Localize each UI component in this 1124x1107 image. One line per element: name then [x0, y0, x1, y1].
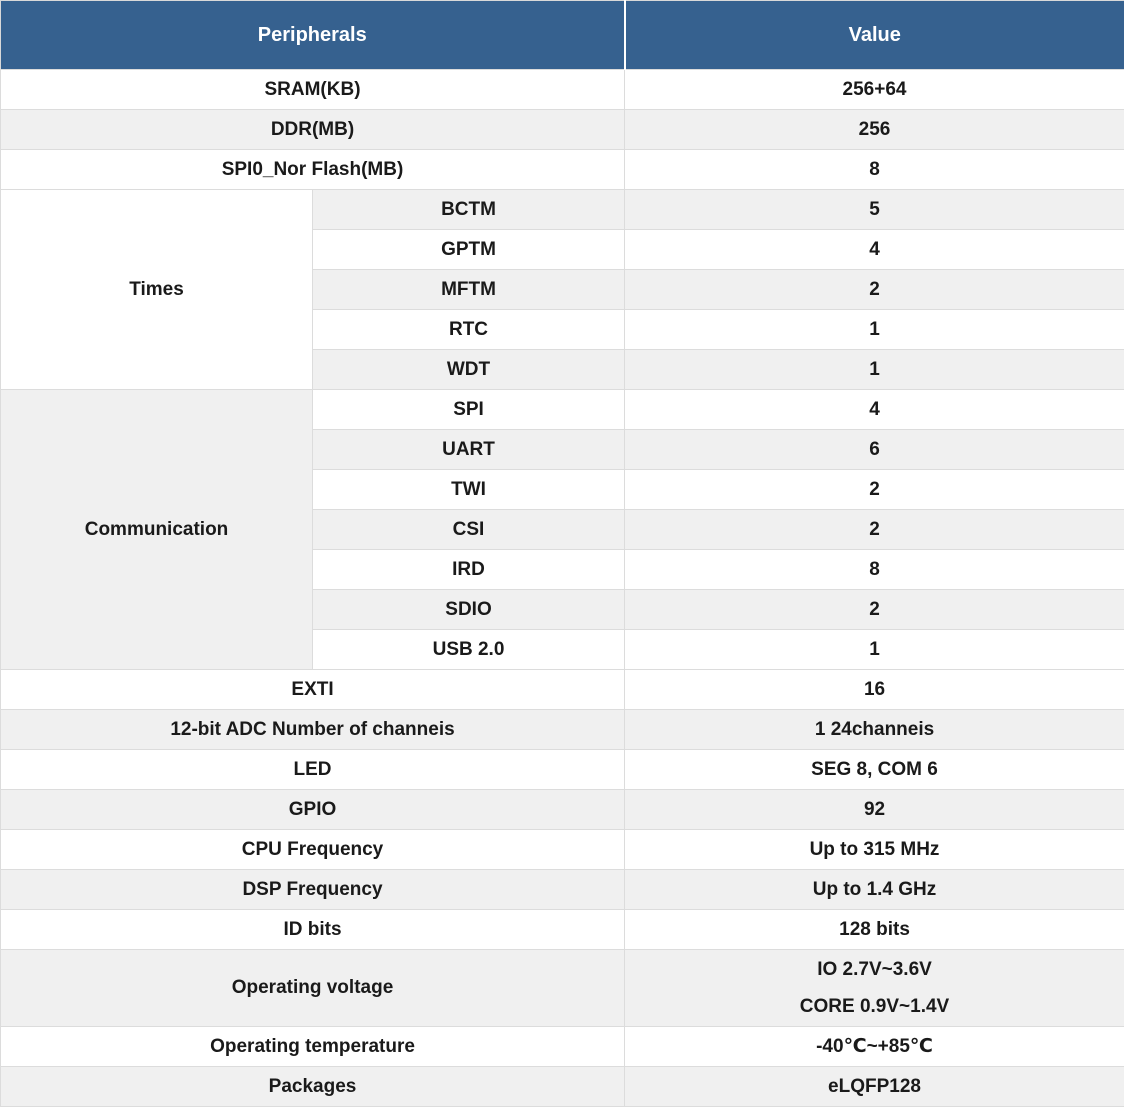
spec-label: SRAM(KB) — [1, 70, 625, 110]
header-cell-value: Value — [625, 1, 1124, 70]
spec-value: 8 — [625, 150, 1124, 190]
spec-label: LED — [1, 750, 625, 790]
spec-label: RTC — [313, 310, 625, 350]
spec-value: 6 — [625, 430, 1124, 470]
table-row: DDR(MB) 256 — [1, 110, 1124, 150]
spec-label: EXTI — [1, 670, 625, 710]
spec-label: WDT — [313, 350, 625, 390]
spec-label: USB 2.0 — [313, 630, 625, 670]
voltage-line-core: CORE 0.9V~1.4V — [631, 988, 1118, 1025]
spec-value: 1 24channeis — [625, 710, 1124, 750]
spec-label: DSP Frequency — [1, 870, 625, 910]
spec-value: eLQFP128 — [625, 1067, 1124, 1107]
spec-value: 4 — [625, 390, 1124, 430]
spec-value: SEG 8, COM 6 — [625, 750, 1124, 790]
table-row: ID bits 128 bits — [1, 910, 1124, 950]
spec-value: 4 — [625, 230, 1124, 270]
spec-value: Up to 315 MHz — [625, 830, 1124, 870]
spec-label: CPU Frequency — [1, 830, 625, 870]
spec-label: TWI — [313, 470, 625, 510]
spec-label: IRD — [313, 550, 625, 590]
spec-value: 256 — [625, 110, 1124, 150]
spec-value: 1 — [625, 630, 1124, 670]
spec-label: 12-bit ADC Number of channeis — [1, 710, 625, 750]
spec-value: 2 — [625, 510, 1124, 550]
table-row: EXTI 16 — [1, 670, 1124, 710]
spec-label: SPI — [313, 390, 625, 430]
spec-label: CSI — [313, 510, 625, 550]
spec-label: Operating voltage — [1, 950, 625, 1027]
table-body: SRAM(KB) 256+64 DDR(MB) 256 SPI0_Nor Fla… — [1, 70, 1124, 1107]
spec-value: 5 — [625, 190, 1124, 230]
spec-value: 1 — [625, 350, 1124, 390]
group-label-communication: Communication — [1, 390, 313, 670]
table-row: 12-bit ADC Number of channeis 1 24channe… — [1, 710, 1124, 750]
group-label-times: Times — [1, 190, 313, 390]
table-row: Operating temperature -40℃~+85℃ — [1, 1027, 1124, 1067]
spec-label: SDIO — [313, 590, 625, 630]
table-row: SPI0_Nor Flash(MB) 8 — [1, 150, 1124, 190]
header-cell-peripherals: Peripherals — [1, 1, 625, 70]
spec-value: Up to 1.4 GHz — [625, 870, 1124, 910]
spec-label: Packages — [1, 1067, 625, 1107]
voltage-line-io: IO 2.7V~3.6V — [631, 951, 1118, 988]
table-row: Times BCTM 5 — [1, 190, 1124, 230]
spec-value: 2 — [625, 270, 1124, 310]
spec-label: GPIO — [1, 790, 625, 830]
spec-value: 92 — [625, 790, 1124, 830]
table-header: Peripherals Value — [1, 1, 1124, 70]
table-row: CPU Frequency Up to 315 MHz — [1, 830, 1124, 870]
spec-label: UART — [313, 430, 625, 470]
spec-label: Operating temperature — [1, 1027, 625, 1067]
table-row: Operating voltage IO 2.7V~3.6V CORE 0.9V… — [1, 950, 1124, 1027]
spec-value: IO 2.7V~3.6V CORE 0.9V~1.4V — [625, 950, 1124, 1027]
spec-label: ID bits — [1, 910, 625, 950]
spec-value: 256+64 — [625, 70, 1124, 110]
table-row: Communication SPI 4 — [1, 390, 1124, 430]
spec-value: -40℃~+85℃ — [625, 1027, 1124, 1067]
spec-value: 2 — [625, 590, 1124, 630]
header-row: Peripherals Value — [1, 1, 1124, 70]
spec-value: 8 — [625, 550, 1124, 590]
spec-label: DDR(MB) — [1, 110, 625, 150]
table-row: Packages eLQFP128 — [1, 1067, 1124, 1107]
spec-label: GPTM — [313, 230, 625, 270]
table-row: DSP Frequency Up to 1.4 GHz — [1, 870, 1124, 910]
spec-value: 1 — [625, 310, 1124, 350]
spec-label: MFTM — [313, 270, 625, 310]
table-row: LED SEG 8, COM 6 — [1, 750, 1124, 790]
spec-label: SPI0_Nor Flash(MB) — [1, 150, 625, 190]
spec-label: BCTM — [313, 190, 625, 230]
spec-value: 128 bits — [625, 910, 1124, 950]
table-row: SRAM(KB) 256+64 — [1, 70, 1124, 110]
table-row: GPIO 92 — [1, 790, 1124, 830]
spec-value: 2 — [625, 470, 1124, 510]
spec-value: 16 — [625, 670, 1124, 710]
